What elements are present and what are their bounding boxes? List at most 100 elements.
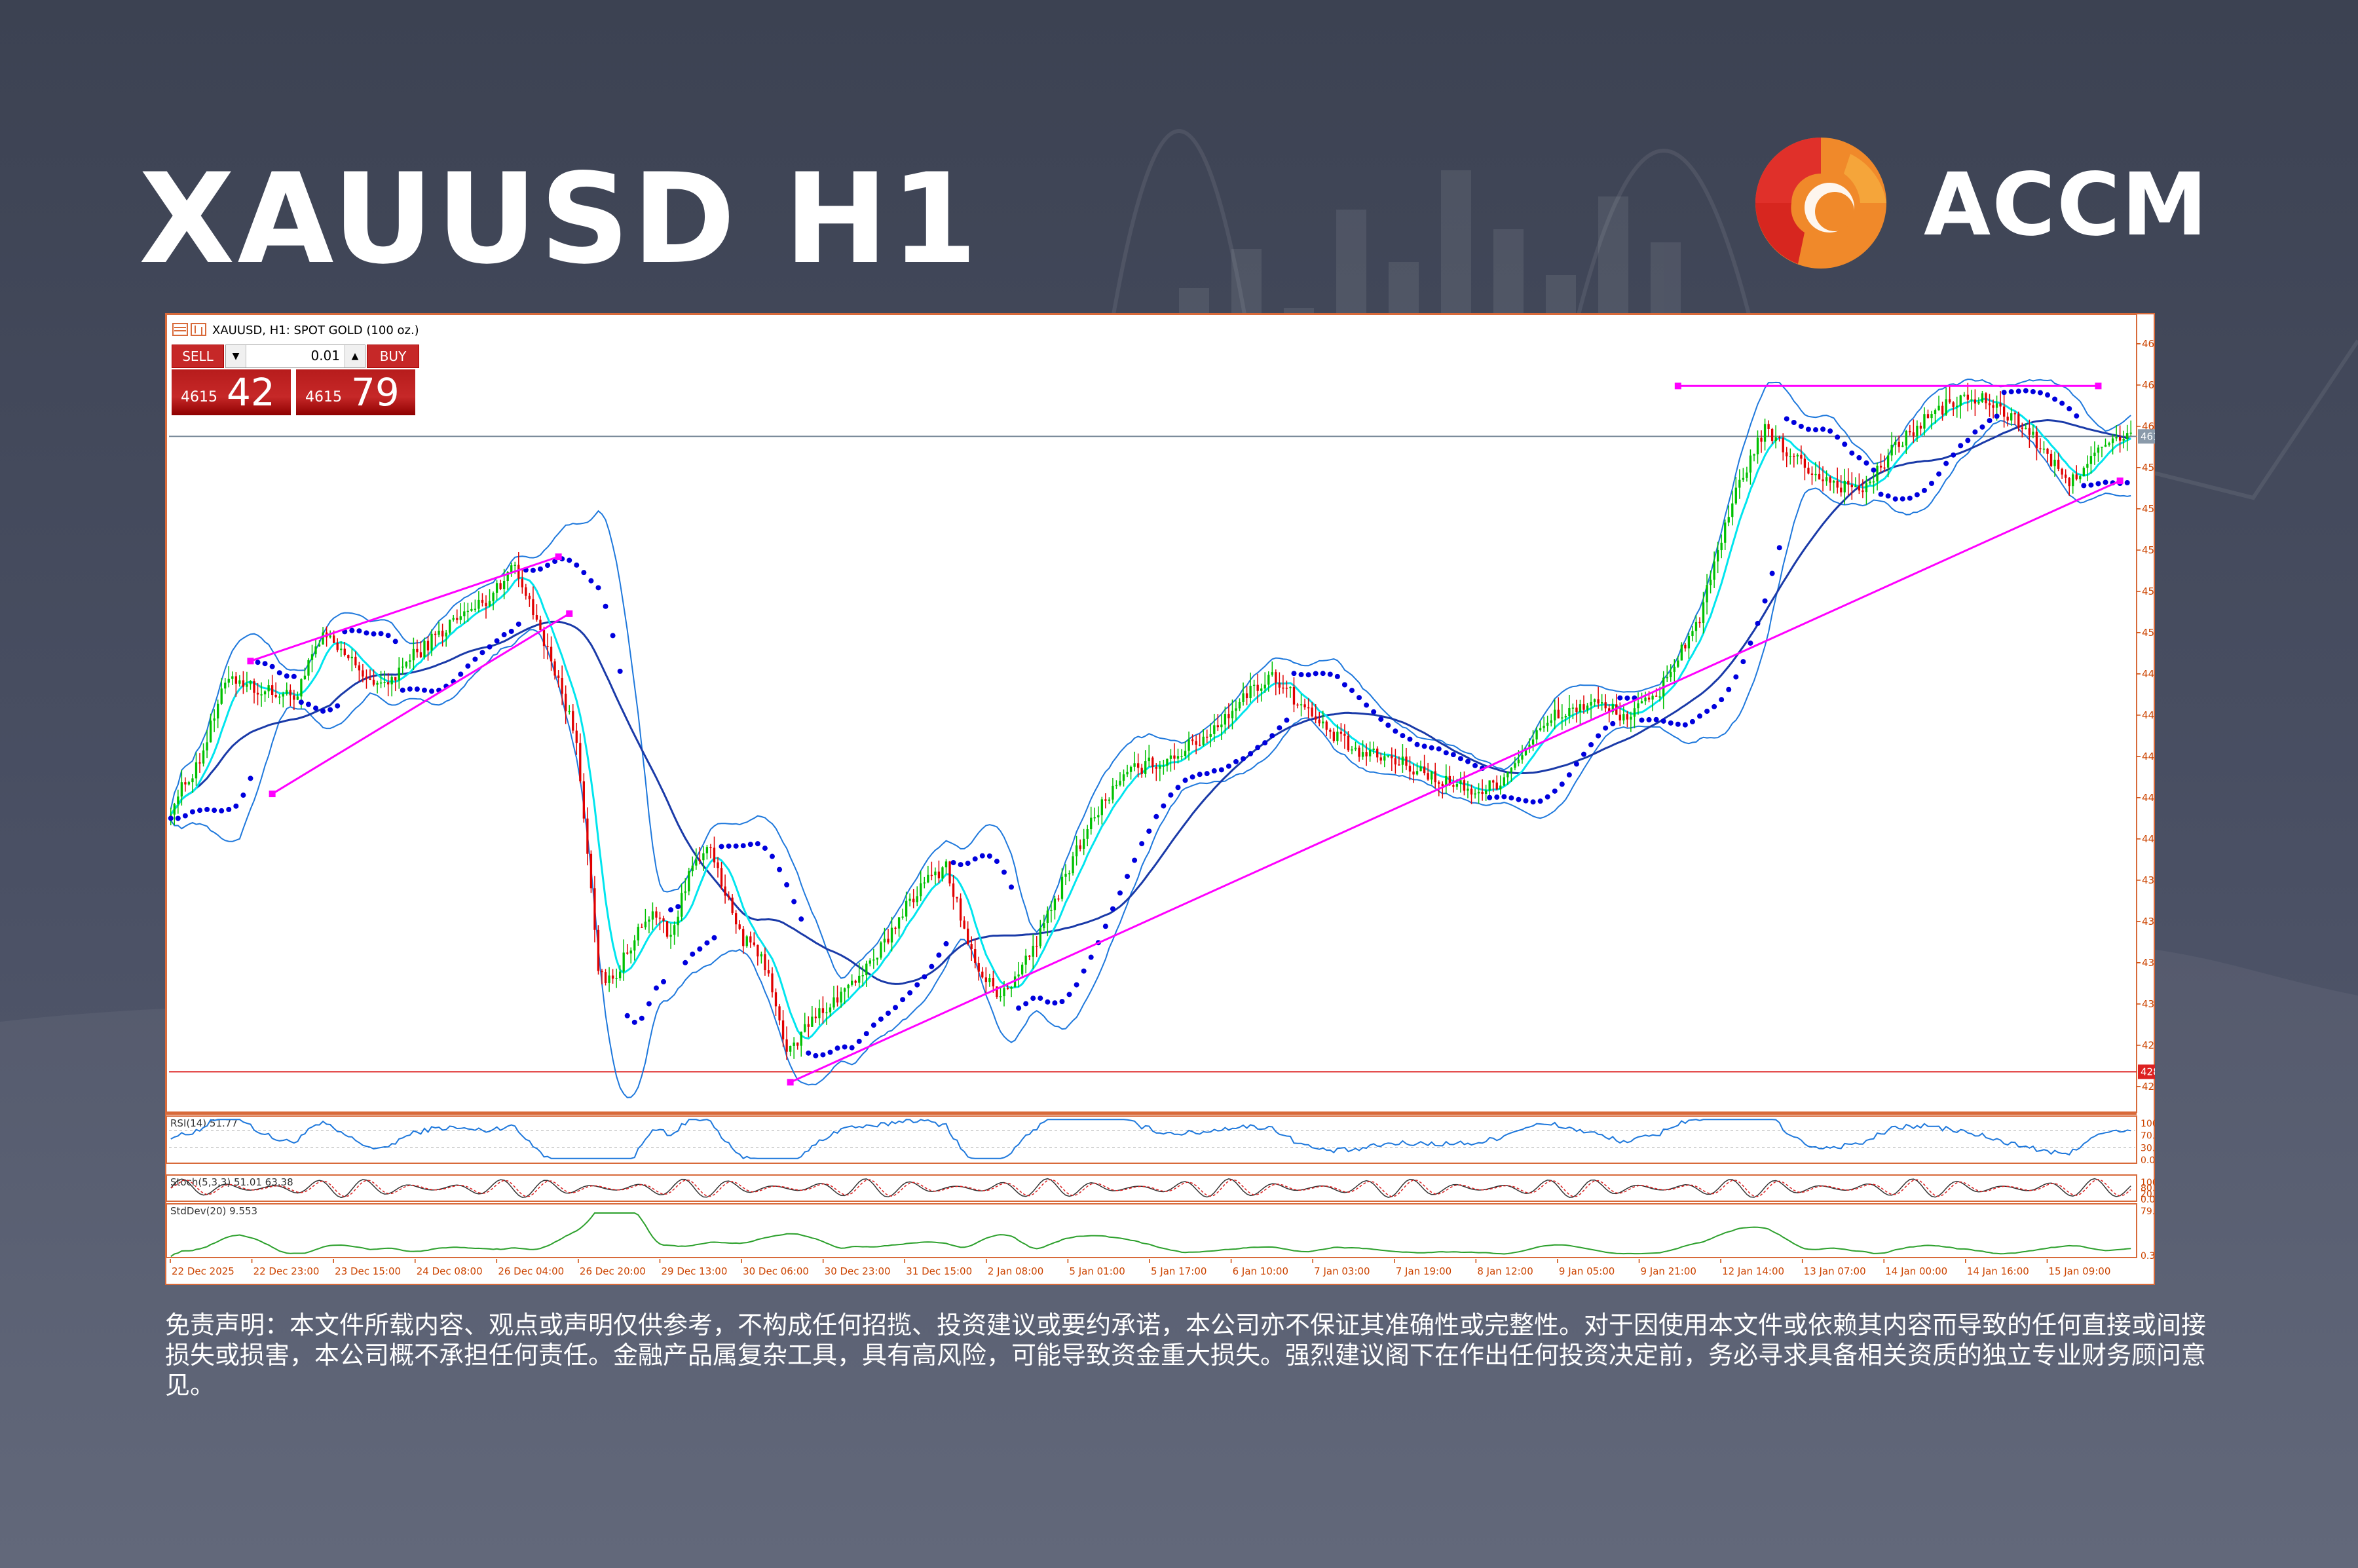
candle-body [1561, 717, 1563, 719]
trendline-anchor[interactable] [555, 553, 562, 560]
sar-dot [1726, 686, 1732, 692]
candlestick [184, 777, 187, 792]
candle-body [1582, 704, 1585, 710]
price-chart[interactable]: XAUUSD, H1: SPOT GOLD (100 oz.) 4664.25 4… [165, 313, 2155, 1285]
candlestick [876, 958, 879, 965]
buy-button[interactable]: BUY [367, 345, 419, 368]
sar-dot [1516, 796, 1522, 802]
volume-decrease-icon[interactable]: ▼ [226, 345, 246, 367]
sar-dot [1457, 756, 1463, 762]
candle-body [1368, 750, 1372, 756]
candlestick [438, 622, 440, 638]
candlestick [1036, 935, 1038, 958]
sar-dot [1863, 460, 1869, 466]
buy-price-button[interactable]: 4615 79 [296, 369, 415, 415]
sar-dot [588, 578, 594, 584]
sell-button[interactable]: SELL [172, 345, 224, 368]
trendline-anchor[interactable] [787, 1079, 794, 1086]
candlestick [278, 694, 281, 705]
candlestick [572, 704, 574, 734]
candlestick [1763, 419, 1767, 451]
candle-body [224, 682, 227, 689]
candlestick [1361, 740, 1364, 760]
candlestick [1010, 986, 1013, 998]
y-tick-label: 4316.25 [2142, 998, 2155, 1010]
trendline-anchor[interactable] [2095, 383, 2102, 390]
candle-body [1749, 455, 1752, 473]
sar-dot [2008, 389, 2014, 395]
candlestick [2126, 424, 2129, 451]
candlestick [488, 589, 491, 608]
volume-stepper[interactable]: ▼ ▲ [225, 345, 365, 368]
candlestick [1644, 691, 1647, 705]
sell-price-button[interactable]: 4615 42 [172, 369, 291, 415]
trendline-channel-top[interactable] [250, 555, 559, 662]
stddev-line [170, 1212, 2131, 1258]
trendline-channel-bottom[interactable] [271, 612, 570, 795]
candlestick [419, 641, 422, 658]
candle-body [1275, 672, 1277, 683]
candle-body [412, 648, 415, 661]
sar-dot [515, 621, 521, 627]
candle-body [1753, 454, 1755, 456]
candle-body [1916, 425, 1918, 436]
candle-body [1503, 777, 1505, 786]
sar-dot [1364, 702, 1370, 708]
candlestick [1886, 449, 1890, 477]
y-tick-label: 4425.00 [2142, 792, 2155, 804]
trendline-anchor[interactable] [566, 610, 573, 617]
volume-input[interactable] [247, 346, 343, 365]
candle-body [542, 629, 546, 646]
trendline-anchor[interactable] [2116, 477, 2124, 485]
trendline-anchor[interactable] [247, 658, 254, 665]
candlestick [459, 603, 462, 625]
candlestick [1122, 769, 1125, 787]
x-tick-label: 14 Jan 00:00 [1885, 1265, 1947, 1277]
candle-body [1825, 477, 1828, 481]
candle-body [426, 641, 430, 651]
candle-body [1017, 974, 1020, 977]
candlestick [1292, 677, 1296, 713]
sar-dot [1639, 717, 1645, 723]
candle-body [466, 610, 469, 612]
trendline-ascending-support[interactable] [790, 479, 2121, 1083]
sar-dot [414, 686, 420, 692]
candlestick [1467, 781, 1469, 798]
candle-body [920, 883, 922, 897]
candlestick [1789, 448, 1791, 465]
sar-dot [1045, 999, 1051, 1005]
candlestick [1510, 767, 1513, 782]
sar-dot [755, 841, 760, 847]
candlestick [1800, 445, 1803, 465]
sar-dot [1385, 722, 1391, 728]
candle-body [1963, 394, 1966, 396]
candlestick [1256, 673, 1259, 703]
chart-type-icon[interactable] [191, 323, 206, 336]
candle-body [1365, 752, 1368, 756]
sar-dot [1704, 708, 1710, 714]
candle-body [2025, 428, 2027, 430]
candle-body [1724, 522, 1727, 543]
y-tick-label: 4577.25 [2142, 503, 2155, 515]
candle-body [402, 666, 404, 668]
candlestick [2057, 453, 2060, 472]
candle-body [1702, 602, 1705, 624]
volume-increase-icon[interactable]: ▲ [345, 345, 365, 367]
candle-body [1318, 719, 1320, 724]
candlestick [1807, 462, 1810, 475]
candlestick [568, 705, 571, 715]
chart-border [165, 313, 2155, 1285]
candlestick [217, 700, 219, 728]
candlestick [1398, 756, 1400, 766]
candle-body [282, 694, 284, 697]
candle-body [1763, 424, 1767, 442]
window-menu-icon[interactable] [172, 323, 188, 336]
chart-panel[interactable]: XAUUSD, H1: SPOT GOLD (100 oz.) 4664.25 4… [165, 313, 2155, 1285]
candlestick [1833, 479, 1835, 494]
candle-body [419, 652, 422, 658]
trendline-anchor[interactable] [1674, 383, 1681, 390]
candle-body [865, 963, 868, 975]
candle-body [717, 862, 719, 868]
trendline-anchor[interactable] [269, 791, 276, 798]
candlestick [1930, 411, 1933, 430]
